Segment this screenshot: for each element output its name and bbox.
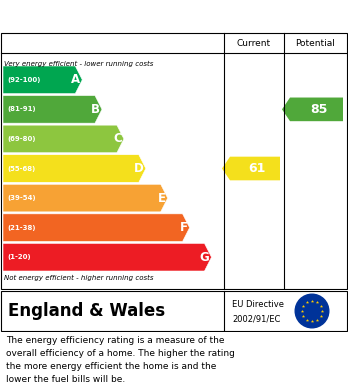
Text: E: E: [158, 192, 166, 204]
Polygon shape: [3, 184, 168, 212]
Text: D: D: [134, 162, 144, 175]
Text: (1-20): (1-20): [7, 254, 31, 260]
Polygon shape: [3, 214, 190, 241]
Polygon shape: [222, 157, 280, 180]
Text: A: A: [71, 73, 80, 86]
Text: (81-91): (81-91): [7, 106, 35, 112]
Circle shape: [295, 294, 329, 328]
Polygon shape: [3, 125, 124, 153]
Text: Not energy efficient - higher running costs: Not energy efficient - higher running co…: [4, 275, 153, 281]
Text: Very energy efficient - lower running costs: Very energy efficient - lower running co…: [4, 61, 153, 67]
Text: B: B: [91, 103, 100, 116]
Text: EU Directive: EU Directive: [232, 300, 284, 309]
Text: (55-68): (55-68): [7, 165, 35, 172]
Polygon shape: [3, 155, 146, 182]
Text: (39-54): (39-54): [7, 195, 35, 201]
Text: The energy efficiency rating is a measure of the
overall efficiency of a home. T: The energy efficiency rating is a measur…: [6, 336, 235, 384]
Text: (92-100): (92-100): [7, 77, 40, 83]
Text: 85: 85: [310, 103, 327, 116]
Text: Potential: Potential: [295, 38, 335, 47]
Text: Energy Efficiency Rating: Energy Efficiency Rating: [8, 9, 218, 23]
Text: 2002/91/EC: 2002/91/EC: [232, 315, 280, 324]
Polygon shape: [3, 244, 212, 271]
Polygon shape: [3, 66, 82, 93]
Text: (69-80): (69-80): [7, 136, 35, 142]
Text: F: F: [180, 221, 188, 234]
Text: G: G: [200, 251, 209, 264]
Text: C: C: [113, 133, 122, 145]
Text: England & Wales: England & Wales: [8, 302, 165, 320]
Text: 61: 61: [248, 162, 266, 175]
Polygon shape: [282, 97, 343, 121]
Text: Current: Current: [237, 38, 271, 47]
Text: (21-38): (21-38): [7, 225, 35, 231]
Polygon shape: [3, 95, 102, 123]
